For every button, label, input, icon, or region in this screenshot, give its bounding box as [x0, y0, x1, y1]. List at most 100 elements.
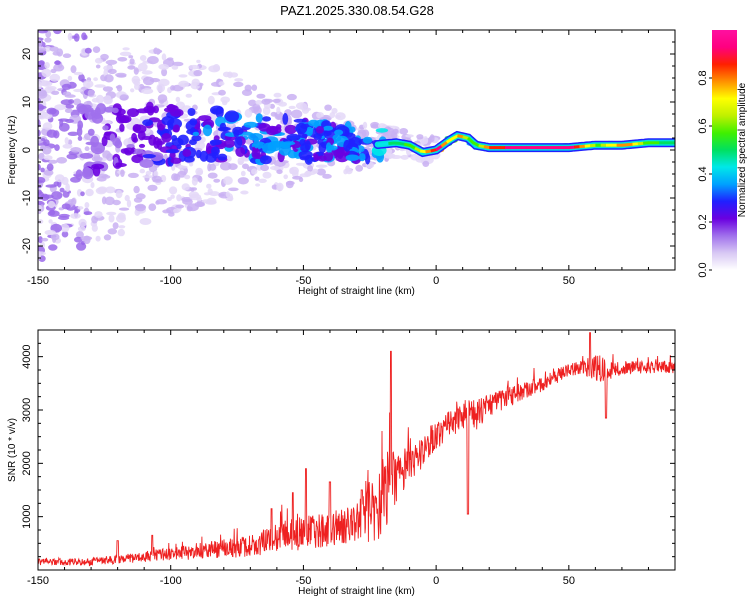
noise-blob [67, 131, 79, 136]
noise-blob [162, 209, 172, 214]
colorbar-tick-label: 0.2 [697, 214, 709, 229]
colorbar: 0.0 0.2 0.4 0.6 0.8 Normalized spectral ampl… [697, 30, 748, 278]
noise-blob [92, 46, 101, 53]
noise-blob [100, 53, 109, 61]
tone-core [462, 135, 469, 140]
noise-blob [155, 48, 161, 55]
noise-blob [40, 138, 46, 141]
signal-blob [334, 129, 344, 136]
noise-blob [193, 69, 203, 77]
noise-blob [316, 112, 324, 119]
noise-blob [100, 120, 112, 125]
noise-blob [65, 183, 70, 193]
noise-blob [196, 59, 201, 64]
noise-blob [145, 170, 152, 176]
noise-blob [128, 55, 134, 59]
noise-blob [260, 164, 270, 172]
noise-blob [181, 183, 190, 191]
noise-blob [237, 160, 244, 165]
noise-blob [47, 200, 56, 209]
x-tick-label: -100 [160, 575, 182, 587]
noise-blob [70, 65, 77, 74]
noise-blob [44, 86, 53, 94]
noise-blob [207, 95, 215, 105]
signal-blob [282, 113, 289, 125]
noise-blob [173, 173, 181, 181]
snr-line-plot [38, 332, 675, 567]
noise-blob [41, 80, 53, 87]
noise-blob [142, 175, 155, 179]
noise-blob [41, 68, 52, 78]
noise-blob [47, 159, 58, 164]
signal-blob [282, 141, 296, 146]
signal-blob [139, 159, 154, 168]
noise-blob [271, 184, 278, 190]
noise-blob [38, 38, 43, 48]
noise-blob [38, 129, 41, 137]
noise-blob [61, 203, 71, 210]
signal-blob [235, 146, 246, 157]
colorbar-tick-label: 0.4 [697, 166, 709, 181]
snr-axes: -150 -100 -50 0 50 1000 2000 3000 4000 [21, 329, 676, 587]
noise-blob [225, 191, 230, 198]
noise-blob [105, 59, 118, 65]
noise-blob [194, 201, 206, 208]
signal-blob [79, 152, 94, 159]
noise-blob [175, 96, 181, 103]
tone-core [388, 141, 395, 145]
signal-blob [306, 126, 313, 137]
signal-blob [375, 128, 389, 133]
noise-blob [141, 88, 154, 95]
x-tick-label: 50 [563, 275, 575, 287]
y-tick-label: 0 [21, 147, 33, 153]
signal-blob [141, 136, 153, 140]
noise-blob [307, 165, 314, 172]
noise-blob [64, 137, 69, 145]
noise-blob [38, 210, 42, 214]
noise-blob [38, 81, 42, 90]
noise-blob [46, 107, 57, 115]
signal-blob [115, 162, 121, 168]
y-tick-label: 2000 [21, 451, 33, 475]
noise-blob [78, 218, 87, 227]
signal-blob [82, 167, 94, 180]
signal-blob [349, 126, 356, 133]
spectrogram-y-axis-label: Frequency (Hz) [7, 116, 18, 185]
noise-blob [201, 199, 211, 204]
noise-blob [276, 182, 284, 192]
noise-blob [157, 94, 168, 103]
noise-blob [148, 203, 157, 211]
noise-blob [166, 57, 174, 61]
noise-blob [49, 46, 59, 52]
noise-blob [169, 186, 178, 195]
noise-blob [49, 209, 56, 216]
noise-blob [269, 165, 281, 171]
y-tick-label: 20 [21, 48, 33, 60]
signal-blob [323, 125, 334, 131]
noise-blob [133, 185, 140, 194]
noise-blob [38, 104, 44, 111]
noise-blob [38, 89, 47, 97]
noise-blob [345, 168, 353, 175]
signal-blob [293, 118, 307, 123]
noise-blob [54, 144, 60, 152]
x-tick-label: -150 [27, 575, 49, 587]
spectrogram-image [38, 30, 675, 270]
noise-blob [103, 234, 112, 241]
noise-blob [399, 128, 409, 135]
signal-blob [209, 139, 222, 146]
noise-blob [40, 167, 45, 173]
noise-blob [143, 76, 155, 86]
signal-blob [109, 133, 116, 142]
noise-blob [335, 112, 346, 121]
noise-blob [175, 204, 185, 209]
noise-blob [96, 176, 107, 182]
noise-blob [102, 150, 111, 160]
tone-core [425, 149, 432, 154]
noise-blob [38, 164, 41, 171]
x-tick-label: -50 [295, 575, 311, 587]
signal-blob [211, 108, 218, 114]
signal-blob [161, 116, 175, 126]
